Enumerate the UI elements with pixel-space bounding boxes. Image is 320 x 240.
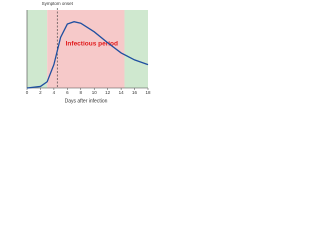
x-tick-label: 4 — [53, 90, 56, 95]
x-tick-label: 0 — [26, 90, 29, 95]
region-label: Infectious period — [66, 41, 118, 48]
x-tick-label: 10 — [92, 90, 98, 95]
x-tick-label: 18 — [145, 90, 151, 95]
annotation-text: Symptom onset — [42, 1, 74, 6]
x-tick-label: 6 — [66, 90, 69, 95]
shaded-region — [47, 10, 125, 88]
x-tick-label: 2 — [39, 90, 42, 95]
shaded-region — [124, 10, 148, 88]
x-tick-label: 12 — [105, 90, 111, 95]
data-line — [26, 21, 149, 89]
x-tick-label: 16 — [132, 90, 138, 95]
shaded-region — [27, 10, 48, 88]
x-axis-label: Days after infection — [65, 98, 108, 104]
chart: Days after infection Infectious period 0 2… — [26, 1, 151, 104]
x-tick-label: 8 — [80, 90, 83, 95]
x-tick-label: 14 — [119, 90, 125, 95]
